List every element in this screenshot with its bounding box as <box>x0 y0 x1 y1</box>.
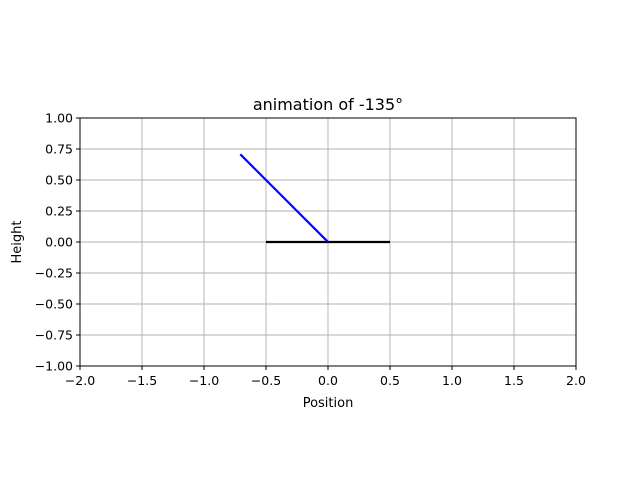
x-tick-label: 0.0 <box>318 373 338 388</box>
y-tick-label: 1.00 <box>45 111 73 126</box>
x-axis-label: Position <box>303 396 354 411</box>
y-tick-label: −0.75 <box>35 328 73 343</box>
y-tick-label: 0.50 <box>45 173 73 188</box>
x-tick-label: −1.0 <box>189 373 219 388</box>
x-tick-label: 0.5 <box>380 373 400 388</box>
y-tick-label: 0.25 <box>45 204 73 219</box>
y-tick-label: 0.75 <box>45 142 73 157</box>
pendulum-arm-line <box>239 153 329 243</box>
series-layer <box>239 153 390 244</box>
x-tick-label: 1.0 <box>442 373 462 388</box>
x-tick-label: −0.5 <box>251 373 281 388</box>
x-tick-label: 2.0 <box>566 373 586 388</box>
y-tick-label: −0.50 <box>35 297 73 312</box>
y-tick-label: 0.00 <box>45 235 73 250</box>
y-tick-label: −0.25 <box>35 266 73 281</box>
x-tick-label: −1.5 <box>127 373 157 388</box>
y-axis-label: Height <box>10 221 25 264</box>
y-axis-ticks: 1.00 0.75 0.50 0.25 0.00 −0.25 −0.50 −0.75 −1.00 <box>35 111 80 374</box>
x-tick-label: −2.0 <box>65 373 95 388</box>
chart-title: animation of -135° <box>253 95 403 114</box>
x-axis-ticks: −2.0 −1.5 −1.0 −0.5 0.0 0.5 1.0 1.5 2.0 <box>65 366 586 388</box>
y-tick-label: −1.00 <box>35 359 73 374</box>
x-tick-label: 1.5 <box>504 373 524 388</box>
